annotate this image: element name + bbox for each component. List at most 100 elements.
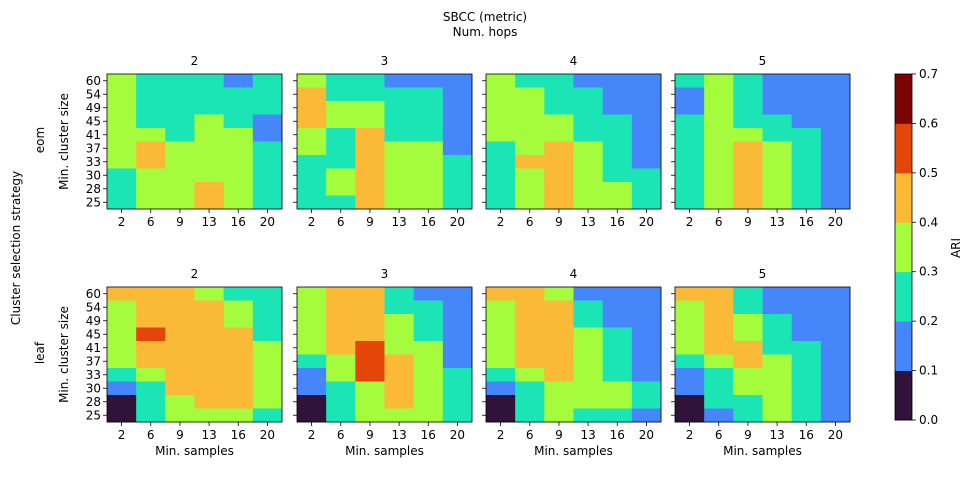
heatmap-cell	[515, 155, 545, 169]
y-tick-label: 33	[86, 368, 101, 382]
heatmap-cell	[820, 182, 851, 196]
heatmap-cell	[631, 87, 662, 102]
heatmap-cell	[573, 155, 604, 169]
colorbar-bin	[895, 222, 912, 273]
heatmap-cell	[704, 381, 734, 396]
heatmap-cell	[252, 327, 283, 342]
x-tick-label: 9	[744, 215, 752, 229]
heatmap-cell	[675, 168, 705, 183]
heatmap-cell	[631, 182, 662, 196]
heatmap-cell	[602, 300, 633, 315]
heatmap-cell	[355, 155, 385, 169]
heatmap-cell	[326, 114, 356, 129]
heatmap-cell	[297, 314, 327, 328]
heatmap-cell	[413, 408, 444, 423]
heatmap-cell	[107, 327, 137, 342]
panel-eom-4: 4 2 6 9 13 16 20	[482, 54, 662, 229]
heatmap-cell	[442, 395, 473, 409]
heatmap-cell	[107, 395, 137, 409]
heatmap-cell	[704, 287, 734, 301]
colorbar-frame	[894, 73, 913, 421]
heatmap-cell	[136, 74, 166, 88]
heatmap-cell	[791, 341, 822, 355]
x-axis-label: Min. samples	[345, 444, 424, 458]
heatmap-cell	[704, 341, 734, 355]
heatmap-cell	[252, 155, 283, 169]
heatmap-cell	[252, 381, 283, 396]
heatmap-cell	[675, 195, 705, 210]
heatmap-cell	[820, 287, 851, 301]
x-tick-label: 6	[715, 215, 723, 229]
heatmap-cell	[136, 314, 166, 328]
heatmap-cell	[355, 395, 385, 409]
y-tick-label: 25	[86, 195, 101, 209]
heatmap-cell	[413, 101, 444, 115]
heatmap-cell	[820, 101, 851, 115]
heatmap-cell	[297, 195, 327, 210]
heatmap-cell	[704, 354, 734, 369]
heatmap-cell	[355, 314, 385, 328]
colorbar: 0.0 0.1 0.2 0.3 0.4 0.5 0.6 0.7	[894, 67, 938, 427]
heatmap-cell	[194, 141, 225, 156]
heatmap-cell	[675, 74, 705, 88]
heatmap-cell	[165, 341, 195, 355]
heatmap-cell	[733, 74, 763, 88]
heatmap-cell	[413, 381, 444, 396]
heatmap-cell	[297, 395, 327, 409]
x-tick-label: 16	[799, 428, 814, 442]
heatmap-cell	[297, 87, 327, 102]
colorbar-tick-label: 0.0	[919, 413, 938, 427]
panel-title: 3	[381, 267, 389, 281]
panel-eom-5: 5 2 6 9 13 16 20	[671, 54, 851, 229]
y-tick-label: 54	[86, 300, 101, 314]
heatmap-cell	[704, 114, 734, 129]
heatmap-cell	[223, 300, 254, 315]
heatmap-cell	[602, 314, 633, 328]
x-tick-label: 2	[308, 428, 316, 442]
heatmap-cell	[355, 327, 385, 342]
heatmap-cell	[326, 368, 356, 382]
colorbar-tick-label: 0.6	[919, 116, 938, 130]
x-tick-label: 2	[118, 215, 126, 229]
heatmap-cell	[820, 87, 851, 102]
heatmap-cell	[762, 87, 793, 102]
heatmap-cell	[107, 114, 137, 129]
heatmap-cell	[631, 128, 662, 142]
heatmap-cell	[515, 182, 545, 196]
heatmap-cell	[820, 114, 851, 129]
x-tick-label: 20	[260, 428, 275, 442]
heatmap-cell	[165, 114, 195, 129]
heatmap-cell	[486, 287, 516, 301]
panel-frame	[106, 286, 283, 423]
heatmap-cell	[413, 368, 444, 382]
heatmap-cell	[326, 341, 356, 355]
heatmap-cell	[631, 314, 662, 328]
heatmap-cell	[602, 87, 633, 102]
heatmap-cell	[355, 128, 385, 142]
heatmap-cell	[355, 287, 385, 301]
x-tick-label: 9	[176, 215, 184, 229]
heatmap-cell	[223, 287, 254, 301]
heatmap-cell	[326, 87, 356, 102]
heatmap-cell	[413, 182, 444, 196]
heatmap-cell	[486, 128, 516, 142]
heatmap-cell	[252, 128, 283, 142]
heatmap-cell	[515, 287, 545, 301]
x-tick-label: 2	[686, 215, 694, 229]
heatmap-cell	[107, 314, 137, 328]
heatmap-cell	[486, 195, 516, 210]
heatmap-cell	[675, 87, 705, 102]
panel-leaf-2: 2 2 6 9 13 16 20 Min. samples 605449454137333028…	[57, 267, 283, 458]
heatmap-cell	[194, 101, 225, 115]
heatmap-cell	[194, 168, 225, 183]
heatmap-cell	[791, 354, 822, 369]
y-axis-label: Min. cluster size	[57, 93, 71, 190]
heatmap-cell	[442, 287, 473, 301]
heatmap-cell	[631, 141, 662, 156]
heatmap-cell	[515, 408, 545, 423]
heatmap-cell	[486, 314, 516, 328]
heatmap-cell	[486, 341, 516, 355]
heatmap-cell	[704, 141, 734, 156]
heatmap-cell	[355, 87, 385, 102]
y-tick-label: 54	[86, 87, 101, 101]
